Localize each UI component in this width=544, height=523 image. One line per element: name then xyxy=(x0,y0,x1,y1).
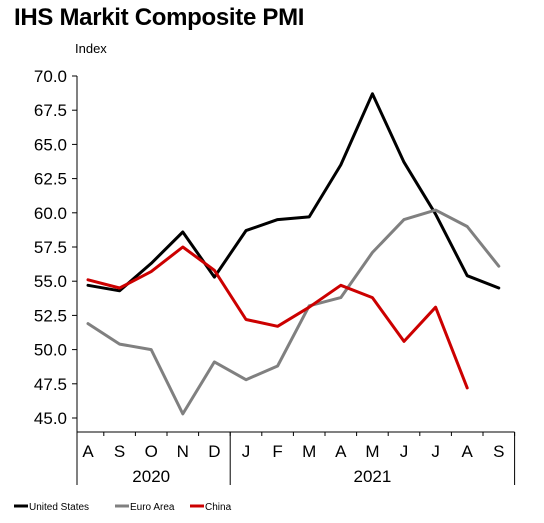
x-tick-label: J xyxy=(242,442,251,461)
x-tick-label: M xyxy=(302,442,316,461)
x-tick-label: O xyxy=(145,442,158,461)
y-axis-label: Index xyxy=(75,41,107,56)
x-tick-label: A xyxy=(335,442,347,461)
series-line-euro-area xyxy=(86,208,501,416)
x-tick-label: A xyxy=(462,442,474,461)
y-tick-label: 45.0 xyxy=(34,409,67,428)
series-line-china xyxy=(86,245,469,390)
y-tick-label: 52.5 xyxy=(34,306,67,325)
x-tick-label: J xyxy=(400,442,409,461)
legend-label: United States xyxy=(29,502,89,513)
y-tick-label: 62.5 xyxy=(34,170,67,189)
y-tick-label: 60.0 xyxy=(34,204,67,223)
series-line-united-states xyxy=(86,92,501,293)
x-tick-label: A xyxy=(82,442,94,461)
x-tick-label: M xyxy=(365,442,379,461)
y-tick-label: 55.0 xyxy=(34,272,67,291)
x-tick-label: S xyxy=(114,442,125,461)
y-tick-label: 57.5 xyxy=(34,238,67,257)
x-tick-label: D xyxy=(208,442,220,461)
year-label: 2020 xyxy=(132,467,170,486)
axis-labels: 45.0 47.5 50.0 52.5 55.0 57.5 60.0 62.5 65.0 67.5… xyxy=(34,67,505,486)
series-lines xyxy=(86,92,501,416)
legend-label: Euro Area xyxy=(130,502,175,513)
chart-title: IHS Markit Composite PMI xyxy=(14,4,305,31)
y-tick-label: 50.0 xyxy=(34,341,67,360)
x-tick-label: S xyxy=(493,442,504,461)
x-tick-label: J xyxy=(431,442,440,461)
y-tick-label: 65.0 xyxy=(34,135,67,154)
y-tick-label: 70.0 xyxy=(34,67,67,86)
y-tick-label: 67.5 xyxy=(34,101,67,120)
axes xyxy=(72,75,516,485)
x-tick-label: F xyxy=(272,442,282,461)
x-tick-label: N xyxy=(177,442,189,461)
year-label: 2021 xyxy=(353,467,391,486)
legend: United States Euro Area China xyxy=(14,502,232,513)
legend-label: China xyxy=(205,502,232,513)
y-tick-label: 47.5 xyxy=(34,375,67,394)
